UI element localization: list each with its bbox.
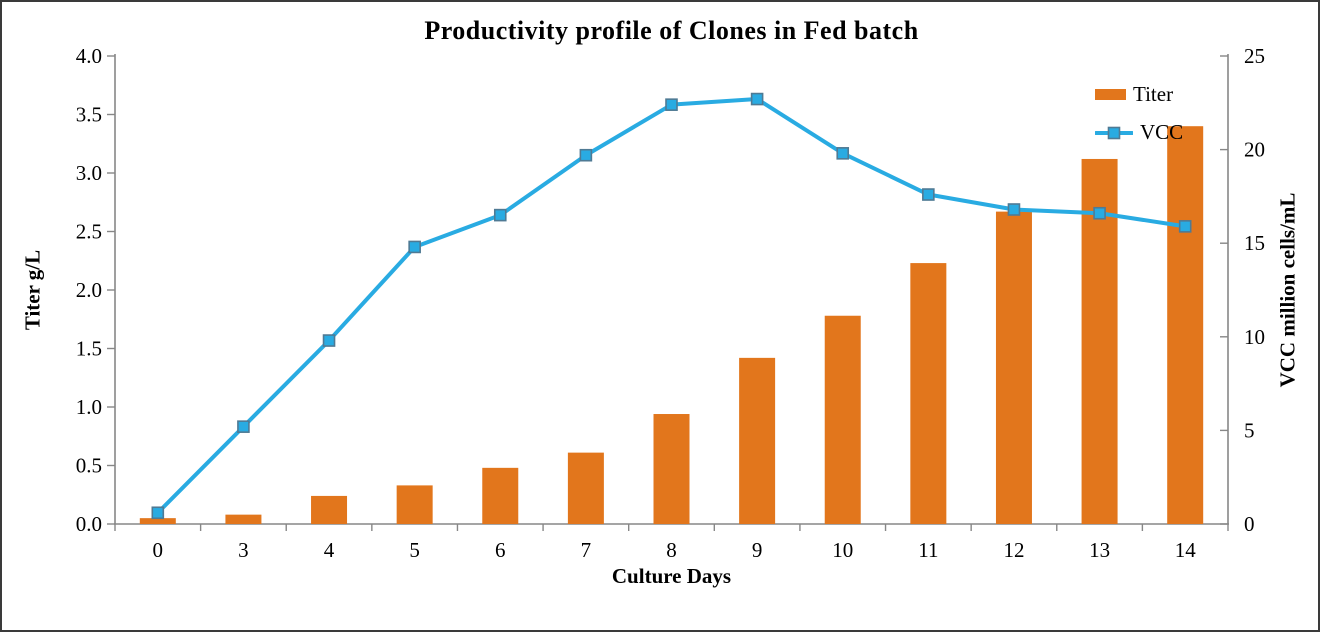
right-axis-tick-label: 10 bbox=[1244, 325, 1265, 349]
titer-bar bbox=[482, 467, 519, 524]
vcc-marker bbox=[151, 506, 165, 520]
titer-bar bbox=[311, 495, 348, 524]
x-axis-title: Culture Days bbox=[611, 564, 732, 588]
x-axis-tick-label: 13 bbox=[1089, 538, 1110, 562]
legend: Titer VCC bbox=[1095, 82, 1183, 145]
left-axis-tick-label: 4.0 bbox=[76, 44, 102, 68]
x-axis-tick-label: 12 bbox=[1003, 538, 1024, 562]
right-axis-tick-label: 5 bbox=[1244, 418, 1255, 442]
x-axis-tick-label: 7 bbox=[581, 538, 592, 562]
titer-bar bbox=[1081, 158, 1118, 524]
x-axis-tick-label: 0 bbox=[153, 538, 164, 562]
titer-bar bbox=[139, 518, 176, 524]
vcc-marker bbox=[408, 240, 421, 254]
x-axis-tick-label: 5 bbox=[409, 538, 420, 562]
vcc-marker bbox=[922, 188, 935, 201]
legend-entry-vcc: VCC bbox=[1095, 120, 1183, 145]
x-axis-tick-label: 10 bbox=[832, 538, 853, 562]
x-axis-tick-label: 3 bbox=[238, 538, 249, 562]
left-axis-tick-label: 3.0 bbox=[76, 161, 102, 185]
left-axis-tick-label: 1.0 bbox=[76, 395, 102, 419]
left-axis-tick-label: 1.5 bbox=[76, 337, 102, 361]
legend-label-titer: Titer bbox=[1133, 82, 1174, 106]
right-axis-tick-label: 25 bbox=[1244, 44, 1265, 68]
left-axis-tick-label: 2.0 bbox=[76, 278, 102, 302]
titer-bar bbox=[910, 263, 947, 524]
x-axis-tick-label: 4 bbox=[324, 538, 335, 562]
chart-title: Productivity profile of Clones in Fed ba… bbox=[424, 16, 919, 45]
titer-bar-swatch-icon bbox=[1095, 89, 1126, 100]
titer-bar bbox=[995, 211, 1032, 525]
titer-bar bbox=[396, 485, 433, 524]
vcc-marker bbox=[836, 147, 850, 160]
legend-label-vcc: VCC bbox=[1140, 120, 1184, 144]
right-axis-tick-label: 0 bbox=[1244, 512, 1255, 536]
vcc-marker bbox=[1178, 220, 1192, 233]
right-axis-tick-label: 15 bbox=[1244, 231, 1265, 255]
x-axis-tick-label: 6 bbox=[495, 538, 506, 562]
titer-bar bbox=[824, 315, 861, 524]
left-axis-tick-label: 2.5 bbox=[76, 220, 102, 244]
vcc-marker bbox=[322, 334, 336, 347]
left-axis-tick-label: 0.0 bbox=[76, 512, 102, 536]
x-axis-tick-label: 8 bbox=[666, 538, 677, 562]
vcc-marker bbox=[237, 420, 250, 433]
vcc-marker bbox=[493, 208, 507, 222]
vcc-line-swatch-icon bbox=[1095, 126, 1133, 139]
titer-bar bbox=[225, 514, 262, 524]
vcc-marker bbox=[665, 98, 678, 111]
vcc-marker bbox=[1093, 206, 1106, 220]
titer-bar bbox=[653, 414, 690, 524]
legend-entry-titer: Titer bbox=[1095, 82, 1183, 107]
vcc-marker bbox=[750, 92, 764, 106]
x-axis-tick-label: 14 bbox=[1175, 538, 1197, 562]
vcc-marker bbox=[1007, 203, 1021, 216]
titer-bar bbox=[1167, 126, 1204, 524]
vcc-marker bbox=[579, 148, 593, 162]
titer-bar bbox=[739, 357, 776, 524]
titer-bar bbox=[567, 452, 604, 524]
left-axis-tick-label: 0.5 bbox=[76, 454, 102, 478]
right-axis-tick-label: 20 bbox=[1244, 138, 1265, 162]
x-axis-tick-label: 11 bbox=[918, 538, 938, 562]
left-axis-tick-label: 3.5 bbox=[76, 103, 102, 127]
x-axis-tick-label: 9 bbox=[752, 538, 763, 562]
